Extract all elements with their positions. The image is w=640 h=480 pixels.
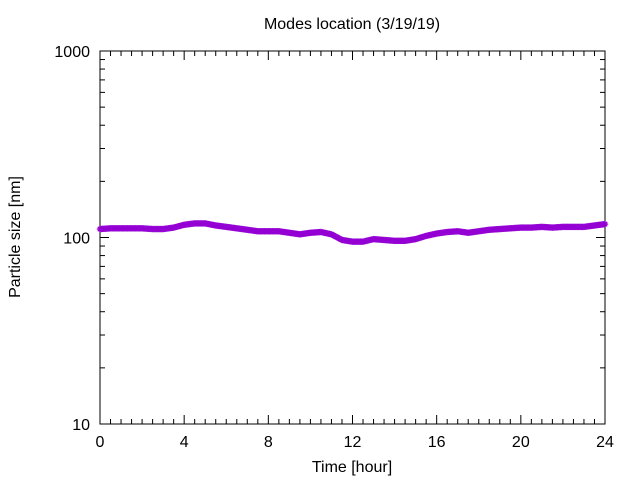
x-tick-label: 12 <box>344 434 362 451</box>
data-point <box>601 220 609 228</box>
data-series <box>96 220 609 245</box>
chart-title: Modes location (3/19/19) <box>264 16 440 33</box>
y-tick-label: 1000 <box>54 44 90 61</box>
y-tick-label: 100 <box>63 231 90 248</box>
x-tick-label: 4 <box>180 434 189 451</box>
y-axis: 10 100 1000 <box>54 44 605 434</box>
x-tick-label: 0 <box>96 434 105 451</box>
x-tick-label: 24 <box>596 434 614 451</box>
x-axis: 0 4 8 12 16 20 24 <box>96 51 614 451</box>
x-axis-label: Time [hour] <box>312 459 392 476</box>
x-tick-label: 8 <box>264 434 273 451</box>
x-tick-label: 16 <box>428 434 446 451</box>
plot-frame <box>99 50 606 425</box>
y-axis-label: Particle size [nm] <box>7 176 24 298</box>
x-tick-label: 20 <box>512 434 530 451</box>
y-tick-label: 10 <box>72 417 90 434</box>
